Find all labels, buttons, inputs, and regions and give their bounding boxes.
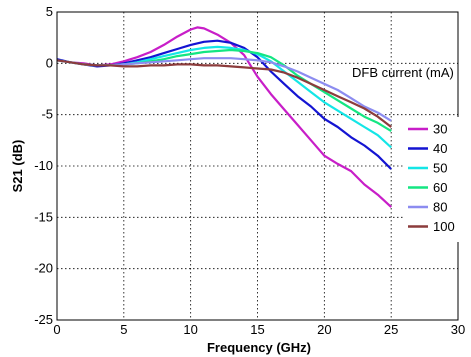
x-tick-label: 10: [183, 322, 197, 337]
legend-label-80: 80: [433, 200, 447, 215]
series-line-30: [56, 26, 392, 208]
x-tick-label: 30: [451, 322, 465, 337]
legend-label-40: 40: [433, 141, 447, 156]
legend-box: [405, 117, 460, 242]
legend: 30 40 50 60 80 100: [405, 117, 460, 242]
x-tick-label: 20: [317, 322, 331, 337]
legend-label-50: 50: [433, 161, 447, 176]
y-tick-label: -15: [34, 209, 53, 224]
legend-title: DFB current (mA): [352, 65, 454, 80]
tick-labels: 0 5 10 15 20 25 30 -25 -20 -15 -10 -5 0 5: [34, 4, 465, 337]
y-tick-label: -25: [34, 312, 53, 327]
grid-layer: [57, 12, 458, 320]
series-layer: [56, 26, 392, 208]
y-tick-label: -5: [41, 107, 53, 122]
x-tick-label: 0: [53, 322, 60, 337]
x-tick-label: 25: [384, 322, 398, 337]
series-line-60: [56, 48, 392, 133]
y-tick-label: 5: [46, 4, 53, 19]
y-tick-label: 0: [46, 55, 53, 70]
x-tick-label: 5: [120, 322, 127, 337]
series-line-40: [56, 39, 392, 170]
y-tick-label: -20: [34, 261, 53, 276]
x-axis-label: Frequency (GHz): [207, 340, 311, 355]
legend-label-100: 100: [433, 219, 455, 234]
x-tick-label: 15: [250, 322, 264, 337]
legend-label-60: 60: [433, 180, 447, 195]
y-tick-label: -10: [34, 158, 53, 173]
series-line-100: [56, 59, 392, 128]
legend-label-30: 30: [433, 122, 447, 137]
y-axis-label: S21 (dB): [10, 140, 25, 193]
